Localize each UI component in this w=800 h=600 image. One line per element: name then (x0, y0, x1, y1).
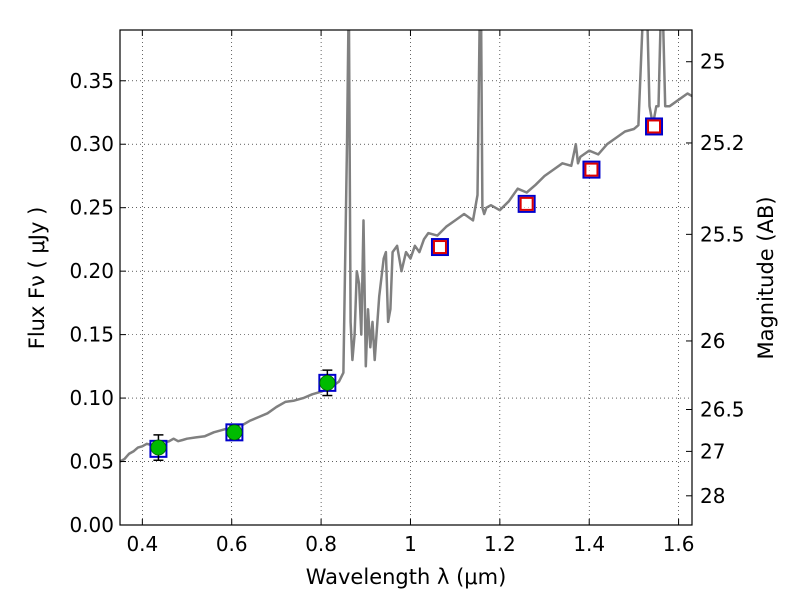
y-tick-label: 0.35 (69, 69, 114, 93)
y-tick-label: 0.25 (69, 196, 114, 220)
x-tick-label: 1 (404, 532, 417, 556)
y2-axis-label: Magnitude (AB) (754, 196, 778, 359)
y2-tick-label: 26 (700, 329, 725, 353)
y2-tick-label: 26.5 (700, 398, 745, 422)
upper-limit-square (647, 119, 662, 134)
plot-frame (119, 29, 693, 526)
y-tick-label: 0.20 (69, 259, 114, 283)
observed-photometry-point (150, 439, 167, 456)
x-tick-label: 0.4 (126, 532, 158, 556)
x-axis-label: Wavelength λ (μm) (306, 565, 507, 589)
y2-tick-label: 25 (700, 50, 725, 74)
y2-tick-label: 25.2 (700, 131, 745, 155)
y2-tick-label: 28 (700, 484, 725, 508)
y-axis-label: Flux Fν ( μJy ) (25, 207, 49, 350)
y-tick-label: 0.00 (69, 513, 114, 537)
axes: 0.4 0.6 0.8 1 1.2 1.4 1.6 0.00 0.05 0.10 0.15 0.20 0… (69, 30, 745, 556)
observed-photometry-point (319, 374, 336, 391)
upper-limit-square (432, 240, 447, 255)
upper-limit-square (519, 196, 534, 211)
y-tick-label: 0.30 (69, 132, 114, 156)
y-tick-label: 0.15 (69, 323, 114, 347)
observed-photometry-point (226, 424, 243, 441)
upper-limit-square (584, 162, 599, 177)
x-tick-label: 1.6 (663, 532, 695, 556)
y2-tick-label: 27 (700, 439, 725, 463)
x-tick-label: 0.6 (216, 532, 248, 556)
sed-model-line (120, 30, 692, 463)
x-tick-label: 0.8 (305, 532, 337, 556)
plot-background (120, 30, 692, 525)
y-tick-label: 0.10 (69, 386, 114, 410)
y2-tick-label: 25.5 (700, 222, 745, 246)
plot-area (120, 30, 692, 463)
model-photometry-square (430, 238, 449, 257)
model-photometry-square (645, 117, 664, 136)
y-tick-label: 0.05 (69, 450, 114, 474)
x-tick-label: 1.2 (484, 532, 516, 556)
model-photometry-square (582, 160, 601, 179)
model-photometry-square (517, 194, 536, 213)
x-tick-label: 1.4 (573, 532, 605, 556)
